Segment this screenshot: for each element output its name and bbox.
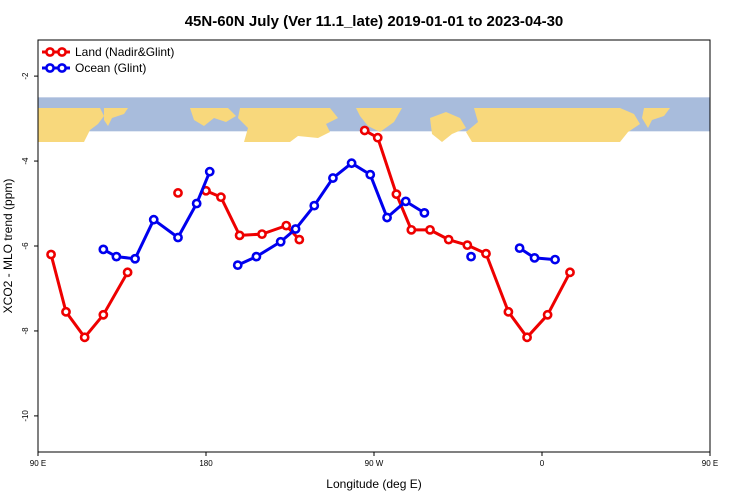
map-landmass-kamchatka (104, 108, 128, 126)
series-land-point (462, 240, 473, 251)
series-land-point (122, 267, 133, 278)
y-axis-label: XCO2 - MLO trend (ppm) (1, 179, 15, 314)
map-landmass-asia (38, 108, 104, 142)
y-tick-label: -4 (21, 157, 30, 165)
series-ocean-point (275, 236, 286, 247)
series-land-point (234, 230, 245, 241)
y-tick-label: -2 (21, 72, 30, 80)
series-land-point (443, 234, 454, 245)
series-layer (46, 125, 575, 343)
series-land-point (79, 332, 90, 343)
series-land-point (257, 229, 267, 240)
series-land-point (522, 332, 532, 343)
legend-land-label: Land (Nadir&Glint) (75, 45, 174, 59)
series-land-point (281, 220, 292, 231)
series-land-point (359, 125, 370, 136)
series-ocean-point (550, 254, 560, 265)
x-tick-label: 90 W (365, 459, 384, 468)
y-tick-label: -6 (21, 242, 30, 250)
series-ocean-point (309, 200, 320, 211)
x-tick-label: 180 (199, 459, 213, 468)
y-axis: -2 -4 -6 -8 -10 (21, 72, 38, 422)
legend-land-marker (45, 47, 55, 57)
series-land-point (294, 234, 305, 245)
series-land-point (46, 249, 56, 260)
x-axis: 90 E 180 90 W 0 90 E (30, 452, 718, 468)
world-map-band (38, 97, 710, 142)
series-ocean (98, 158, 560, 271)
map-land (38, 108, 670, 142)
series-land-point (425, 224, 435, 235)
series-land-point (391, 189, 402, 200)
series-ocean-line (102, 171, 212, 261)
map-landmass-east-asia-coast (642, 108, 670, 128)
series-ocean-point (173, 232, 183, 243)
series-land-point (565, 267, 575, 278)
series-ocean-point (148, 214, 159, 225)
map-landmass-alaska (190, 108, 236, 126)
series-ocean-point (111, 251, 122, 262)
series-ocean-point (400, 196, 411, 207)
map-landmass-europe (430, 112, 466, 142)
map-landmass-canada (238, 108, 338, 142)
series-land-point (216, 192, 226, 203)
series-ocean-point (529, 252, 540, 263)
x-axis-label: Longitude (deg E) (326, 477, 421, 491)
series-ocean-point (204, 166, 215, 177)
x-tick-label: 90 E (30, 459, 46, 468)
chart-title: 45N-60N July (Ver 11.1_late) 2019-01-01 … (185, 13, 564, 30)
series-land-line (363, 129, 572, 339)
x-tick-label: 90 E (702, 459, 718, 468)
y-tick-label: -10 (21, 410, 30, 422)
series-land-point (503, 306, 514, 317)
x-tick-label: 0 (540, 459, 545, 468)
series-land (46, 125, 575, 343)
map-landmass-greenland (356, 108, 402, 132)
series-land-line (49, 254, 129, 339)
series-land-point (98, 309, 109, 320)
y-tick-label: -8 (21, 327, 30, 335)
legend-ocean-marker (57, 63, 67, 73)
series-ocean-point (514, 243, 525, 254)
series-land-point (173, 188, 183, 198)
series-ocean-point (232, 260, 243, 271)
series-ocean-point (251, 251, 262, 262)
legend-land-marker (57, 47, 67, 57)
series-land-point (481, 248, 491, 259)
series-ocean-point (191, 198, 202, 209)
series-land-point (61, 306, 71, 317)
series-land-point (406, 224, 417, 235)
series-ocean-point (382, 212, 392, 223)
series-land-point (372, 132, 383, 143)
legend-ocean-label: Ocean (Glint) (75, 61, 146, 75)
series-ocean-point (328, 173, 338, 183)
series-ocean-point (346, 158, 357, 169)
series-ocean-point (98, 244, 109, 255)
map-landmass-eurasia (466, 108, 640, 142)
series-ocean-point (365, 169, 376, 180)
series-ocean-point (419, 207, 430, 218)
series-ocean-point (130, 253, 140, 264)
series-ocean-point (290, 224, 301, 234)
legend-ocean-marker (45, 63, 55, 73)
series-land-point (542, 309, 553, 320)
legend: Land (Nadir&Glint) Ocean (Glint) (42, 45, 174, 75)
series-ocean-point (466, 251, 476, 262)
